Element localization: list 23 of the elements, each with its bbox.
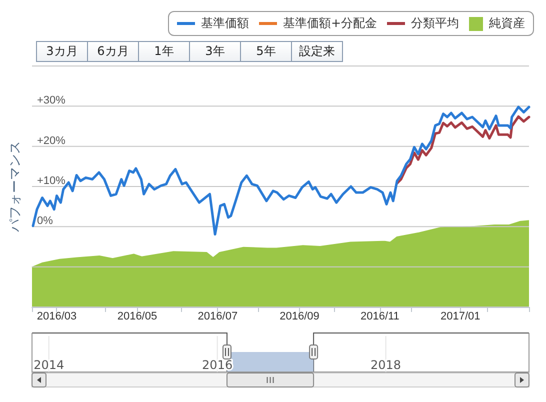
x2-tick-label: 2014: [34, 358, 64, 372]
x-tick-label: 2016/05: [117, 310, 158, 322]
x-tick-label: 2016/03: [36, 310, 77, 322]
x-tick-label: 2016/07: [198, 310, 238, 322]
y-tick-label: +10%: [37, 175, 66, 187]
y-tick-label: +20%: [37, 134, 66, 147]
range-button: 3カ月: [36, 41, 88, 62]
y-axis-title: パフォーマンス: [7, 141, 22, 233]
legend-label: 分類平均: [411, 15, 459, 32]
range-button: 5年: [240, 41, 292, 62]
legend-label: 基準価額: [200, 15, 249, 32]
range-button: 6カ月: [87, 41, 139, 62]
legend-label: 基準価額+分配金: [282, 15, 377, 32]
legend-label: 純資産: [489, 15, 525, 32]
y-tick-label: 0%: [37, 215, 54, 228]
x-tick-label: 2016/09: [280, 310, 320, 322]
y-tick-label: +30%: [37, 94, 66, 107]
range-button: 3年: [189, 41, 241, 62]
range-button: 1年: [138, 41, 190, 62]
range-button: 設定来: [291, 41, 343, 62]
x2-tick-label: 2018: [370, 358, 402, 372]
x-tick-label: 2017/01: [440, 310, 480, 322]
x-tick-label: 2016/11: [360, 310, 400, 322]
